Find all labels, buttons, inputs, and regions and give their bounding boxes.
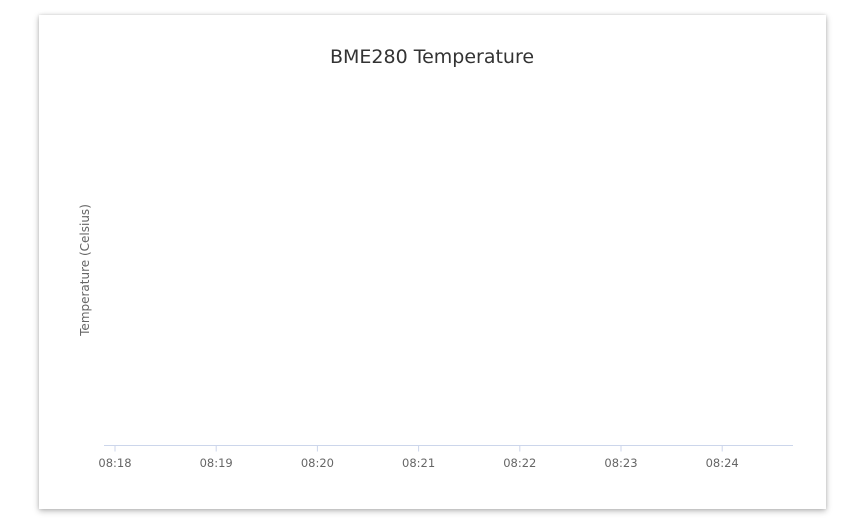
chart-title: BME280 Temperature (330, 46, 534, 68)
x-tick-label: 08:20 (301, 456, 334, 470)
y-axis-label: Temperature (Celsius) (78, 204, 92, 337)
x-tick-label: 08:22 (503, 456, 536, 470)
x-tick-label: 08:23 (604, 456, 637, 470)
x-tick-label: 08:19 (200, 456, 233, 470)
x-tick-label: 08:18 (98, 456, 131, 470)
x-axis-ticks: 08:18 08:19 08:20 08:21 08:22 08:23 08:24 (98, 445, 739, 470)
x-tick-label: 08:21 (402, 456, 435, 470)
chart-card (39, 15, 826, 509)
x-tick-label: 08:24 (706, 456, 739, 470)
